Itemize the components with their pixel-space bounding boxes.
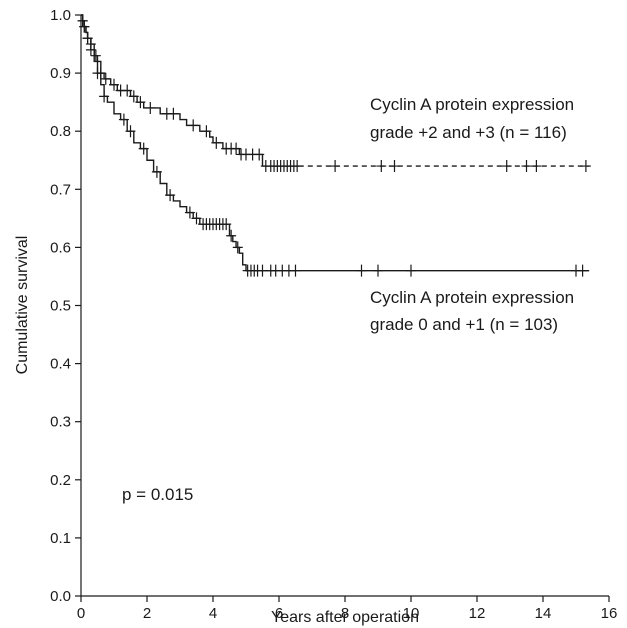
series-0-censor-mark-10 bbox=[128, 90, 139, 103]
x-axis-title: Years after operation bbox=[271, 609, 419, 626]
series-0-censor-mark-14 bbox=[168, 107, 179, 120]
series-0-censor-mark-24 bbox=[254, 148, 265, 161]
series-label-high-line1: Cyclin A protein expression bbox=[370, 95, 574, 114]
y-tick-label-0: 0.0 bbox=[50, 588, 71, 605]
series-0-censor-mark-4 bbox=[90, 49, 101, 62]
series-0-censor-mark-7 bbox=[109, 78, 119, 91]
series-0-censor-mark-41 bbox=[580, 160, 591, 173]
series-label-high-line2: grade +2 and +3 (n = 116) bbox=[370, 123, 567, 142]
series-0-censor-mark-34 bbox=[292, 160, 303, 173]
series-0-censor-mark-11 bbox=[135, 96, 146, 109]
tick-marks bbox=[75, 14, 610, 602]
series-1-censor-mark-21 bbox=[226, 229, 237, 242]
series-1-censor-mark-9 bbox=[151, 165, 162, 178]
y-tick-label-2: 0.2 bbox=[50, 472, 71, 489]
series-0-censor-mark-12 bbox=[145, 101, 156, 114]
y-tick-label-3: 0.3 bbox=[50, 414, 71, 431]
y-axis-title: Cumulative survival bbox=[14, 236, 31, 375]
series-1-censor-mark-7 bbox=[125, 125, 136, 138]
x-tick-label-6: 12 bbox=[469, 605, 486, 622]
y-tick-label-9: 0.9 bbox=[50, 65, 71, 82]
series-1-censor-mark-5 bbox=[99, 90, 110, 103]
series-0-censor-mark-37 bbox=[389, 160, 400, 173]
series-1-censor-mark-32 bbox=[290, 264, 301, 277]
series-1-censor-mark-34 bbox=[373, 264, 383, 277]
series-1-censor-mark-22 bbox=[232, 241, 243, 254]
y-tick-label-10: 1.0 bbox=[50, 7, 71, 24]
series-0 bbox=[77, 14, 591, 173]
y-tick-label-5: 0.5 bbox=[50, 298, 71, 315]
x-tick-label-4: 8 bbox=[341, 605, 349, 622]
x-tick-label-0: 0 bbox=[77, 605, 85, 622]
series-1-censor-mark-3 bbox=[85, 43, 96, 56]
x-tick-label-7: 14 bbox=[535, 605, 552, 622]
series-label-low-line2: grade 0 and +1 (n = 103) bbox=[370, 315, 558, 334]
p-value-annotation: p = 0.015 bbox=[122, 485, 193, 504]
series-0-censor-mark-17 bbox=[211, 136, 222, 149]
tick-labels: 0 2 4 6 8 10 12 14 16 0.0 0.1 0.2 0.3 0.4 0.5 0.6 0.7 0.8… bbox=[50, 7, 617, 622]
series-0-censor-mark-35 bbox=[330, 160, 341, 173]
series-1-censor-mark-4 bbox=[92, 67, 103, 80]
series-0-censor-mark-6 bbox=[100, 72, 111, 85]
series-0-censor-mark-38 bbox=[501, 160, 512, 173]
series-1 bbox=[77, 14, 590, 277]
y-tick-label-1: 0.1 bbox=[50, 530, 71, 547]
series-1-censor-mark-33 bbox=[356, 264, 367, 277]
series-label-low-line1: Cyclin A protein expression bbox=[370, 288, 574, 307]
series-layer bbox=[77, 14, 591, 277]
series-0-censor-mark-9 bbox=[122, 84, 133, 97]
series-1-censor-mark-35 bbox=[406, 264, 416, 277]
series-1-censor-mark-11 bbox=[184, 206, 195, 219]
x-tick-label-3: 6 bbox=[275, 605, 283, 622]
series-0-censor-mark-36 bbox=[376, 160, 387, 173]
series-1-censor-mark-10 bbox=[165, 189, 176, 202]
series-0-censor-mark-20 bbox=[231, 142, 242, 155]
y-tick-label-7: 0.7 bbox=[50, 181, 71, 198]
x-tick-label-8: 16 bbox=[601, 605, 618, 622]
x-tick-label-5: 10 bbox=[403, 605, 420, 622]
x-tick-label-1: 2 bbox=[143, 605, 151, 622]
series-1-censor-mark-1 bbox=[79, 20, 90, 33]
series-1-censor-mark-20 bbox=[221, 218, 232, 231]
series-0-censor-mark-39 bbox=[521, 160, 532, 173]
series-0-censor-mark-40 bbox=[531, 160, 542, 173]
series-1-censor-mark-37 bbox=[577, 264, 588, 277]
series-0-censor-mark-16 bbox=[201, 125, 212, 138]
series-1-censor-mark-12 bbox=[191, 212, 202, 225]
y-tick-label-8: 0.8 bbox=[50, 123, 71, 140]
series-1-censor-mark-0 bbox=[77, 14, 88, 27]
y-tick-label-6: 0.6 bbox=[50, 239, 71, 256]
series-1-step-line bbox=[81, 14, 590, 272]
series-1-censor-mark-2 bbox=[82, 32, 93, 45]
x-tick-label-2: 4 bbox=[209, 605, 217, 622]
y-tick-label-4: 0.4 bbox=[50, 356, 71, 373]
series-0-censor-mark-15 bbox=[188, 119, 199, 132]
series-1-censor-mark-6 bbox=[118, 113, 129, 126]
series-1-censor-mark-8 bbox=[138, 142, 149, 155]
